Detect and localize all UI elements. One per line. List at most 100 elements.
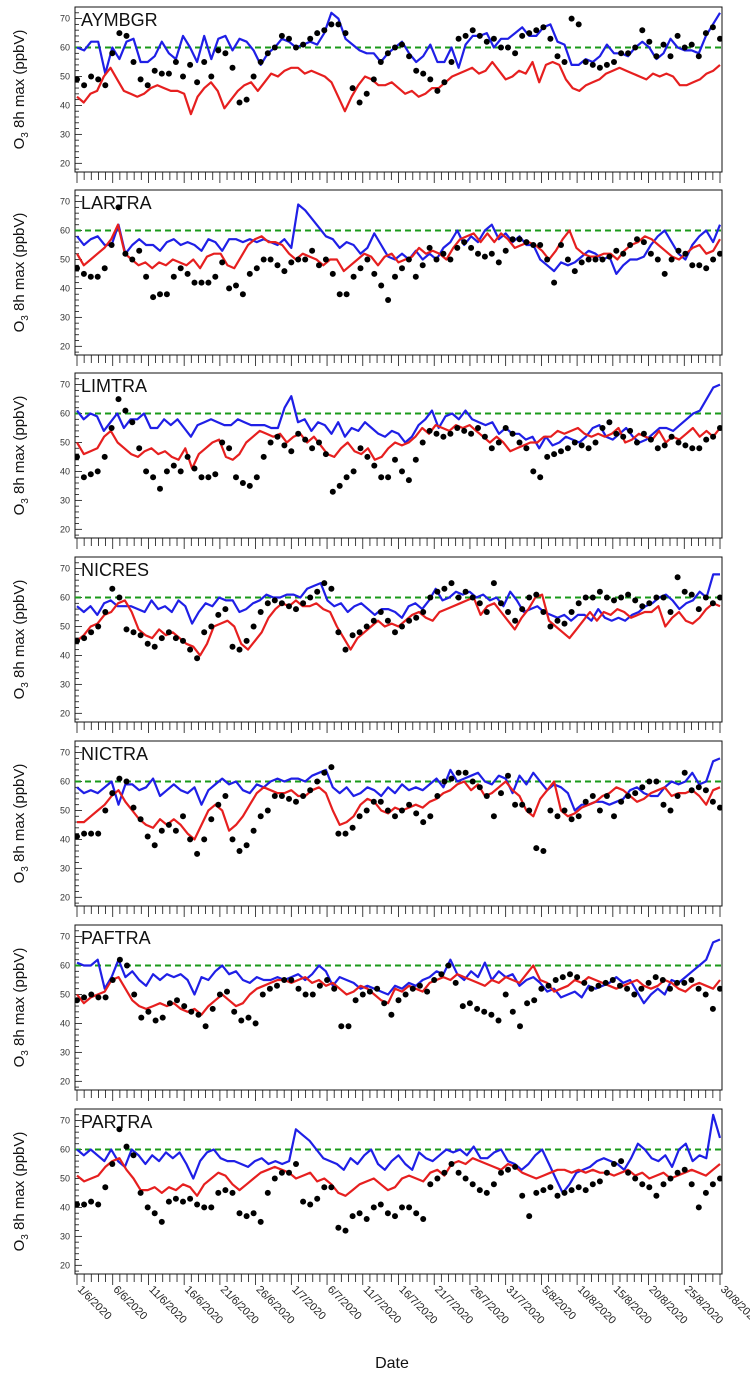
observed-marker [589,61,596,68]
observed-marker [314,588,321,595]
panel-limtra: 20 30 40 50 60 70 LIMTRA O3 8h max (ppbV) [11,372,723,549]
observed-marker [342,1227,349,1234]
observed-marker [260,256,267,263]
observed-marker [371,270,378,277]
observed-marker [370,1204,377,1211]
observed-marker [392,1213,398,1220]
observed-marker [309,991,316,998]
observed-marker [603,793,610,799]
observed-marker [331,985,338,992]
observed-marker [293,606,299,613]
observed-marker [502,425,509,431]
observed-marker [208,73,215,80]
y-tick-label: 40 [60,466,70,476]
observed-marker [370,798,377,805]
observed-marker [431,977,438,983]
observed-marker [108,425,115,431]
observed-marker [271,793,278,799]
observed-marker [639,603,646,610]
observed-marker [239,480,246,486]
observed-marker [474,1005,481,1012]
observed-marker [455,594,462,601]
observed-marker [191,465,198,472]
observed-marker [639,784,646,791]
observed-marker [392,456,398,463]
observed-marker [519,801,526,808]
observed-marker [434,793,441,799]
observed-marker [540,609,547,615]
observed-marker [469,778,476,785]
observed-marker [188,1008,195,1015]
observed-marker [406,801,413,808]
observed-marker [516,439,523,446]
observed-marker [345,1023,352,1030]
observed-marker [231,1008,238,1015]
observed-marker [426,427,433,434]
observed-marker [250,623,257,630]
observed-marker [75,833,80,840]
observed-marker [302,256,309,263]
observed-marker [530,242,537,248]
observed-marker [260,453,267,460]
observed-marker [198,474,205,481]
observed-marker [554,617,561,624]
observed-marker [219,259,226,266]
observed-marker [224,988,230,995]
observed-marker [717,804,722,811]
y-tick-label: 50 [60,1173,70,1183]
observed-marker [172,1195,179,1202]
observed-marker [264,600,271,607]
observed-marker [366,988,373,995]
observed-marker [709,798,716,805]
observed-marker [412,456,419,463]
y-tick-label: 40 [60,100,70,110]
observed-marker [184,453,191,460]
red-series-line [76,1157,721,1197]
observed-marker [88,629,95,636]
observed-marker [709,24,716,31]
observed-marker [585,256,592,263]
observed-marker [681,1166,688,1173]
observed-marker [399,41,405,48]
observed-marker [286,795,292,802]
observed-marker [575,1184,582,1191]
y-tick-label: 20 [60,892,70,902]
observed-marker [551,279,558,286]
observed-marker [377,1201,384,1208]
observed-marker [158,635,165,642]
observed-marker [187,836,194,843]
observed-marker [689,262,696,269]
observed-marker [483,38,490,45]
observed-marker [288,448,295,455]
station-name: PARTRA [81,1112,152,1132]
observed-marker [589,594,596,601]
observed-marker [201,629,208,636]
observed-marker [158,70,165,77]
observed-marker [640,239,647,246]
observed-marker [191,279,198,286]
observed-marker [342,30,349,37]
observed-marker [123,778,130,785]
observed-marker [116,1126,123,1133]
observed-marker [157,485,163,492]
observed-marker [357,265,364,272]
observed-marker [631,991,638,998]
observed-marker [266,985,273,992]
observed-marker [278,1169,285,1176]
station-name: NICRES [81,560,149,580]
observed-marker [434,588,441,595]
observed-marker [116,775,123,782]
observed-marker [625,793,632,799]
observed-marker [364,453,371,460]
x-tick-label: 1/6/2020 [75,1284,114,1323]
observed-marker [681,769,688,776]
observed-marker [314,30,321,37]
observed-marker [476,784,483,791]
observed-marker [611,813,617,820]
observed-marker [159,1014,166,1021]
observed-marker [356,813,363,820]
observed-marker [530,468,537,475]
observed-marker [116,956,123,963]
observed-marker [632,790,639,797]
